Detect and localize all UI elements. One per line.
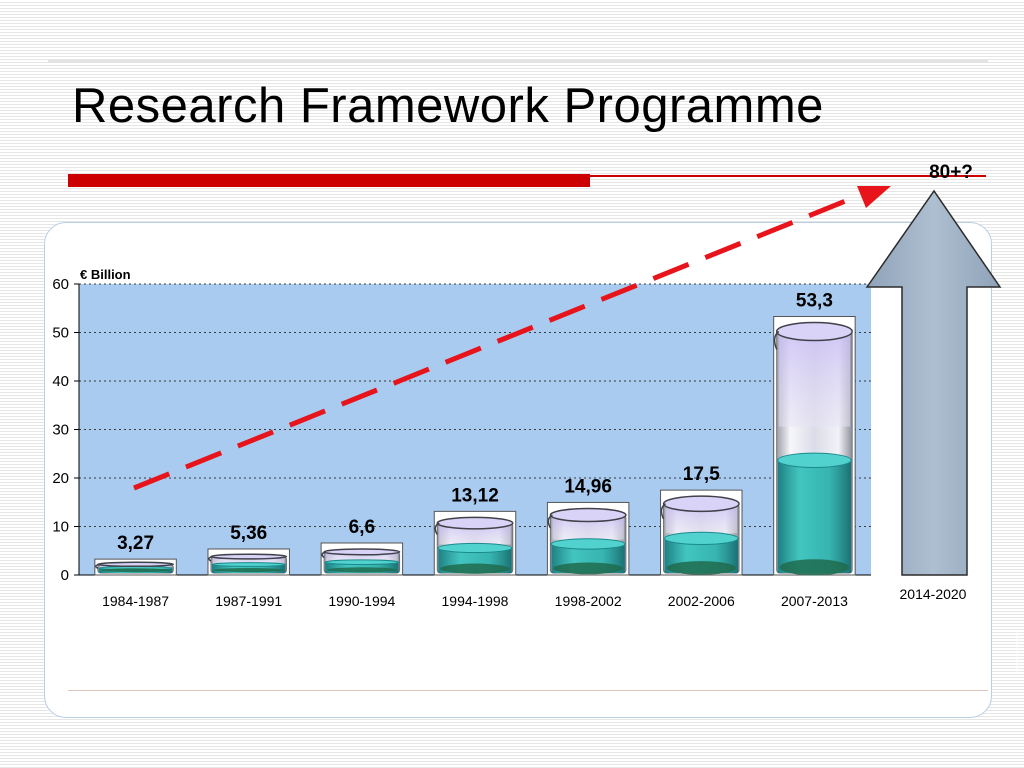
beaker-tint — [212, 556, 285, 564]
beaker-rim — [210, 553, 288, 560]
beaker-spout — [434, 522, 440, 535]
bar — [660, 489, 743, 576]
beaker-rim — [775, 321, 853, 342]
beaker-bottom — [213, 567, 284, 573]
beaker-rim — [323, 548, 401, 556]
beaker-spout — [547, 514, 553, 529]
x-tick-label: 1987-1991 — [215, 593, 282, 609]
bar — [94, 558, 177, 576]
beaker-tint — [778, 331, 851, 427]
bar — [433, 510, 517, 576]
y-tick-label: 40 — [52, 373, 69, 390]
beaker-spout — [321, 551, 327, 559]
beaker-bottom — [327, 567, 397, 573]
value-label: 6,6 — [349, 517, 375, 538]
bar — [320, 542, 404, 576]
y-tick-label: 60 — [52, 276, 69, 293]
x-tick-label: 1998-2002 — [555, 593, 622, 609]
forecast-period-label: 2014-2020 — [900, 586, 967, 602]
liquid-surface — [550, 538, 626, 550]
beaker-spout — [660, 503, 667, 520]
liquid-surface — [437, 542, 513, 554]
y-tick-label: 20 — [52, 470, 69, 487]
bar — [207, 548, 290, 576]
value-label: 5,36 — [230, 523, 267, 544]
x-axis: 1984-1987 1987-1991 1990-1994 1994-1998 1998… — [102, 593, 848, 609]
bars — [94, 315, 856, 576]
x-tick-label: 1994-1998 — [442, 593, 509, 609]
beaker-spout — [208, 555, 214, 562]
value-label: 14,96 — [564, 476, 612, 497]
bracket-decoration — [956, 630, 1018, 674]
beaker-spout — [773, 330, 780, 350]
beaker-bottom — [100, 568, 171, 573]
x-tick-label: 1990-1994 — [328, 593, 395, 609]
beaker-spout — [95, 563, 100, 569]
y-axis: 0 10 20 30 40 50 60 — [52, 276, 79, 584]
value-labels: 3,27 5,36 6,6 13,12 14,96 17,5 53,3 — [117, 290, 833, 554]
beaker-bottom — [440, 563, 510, 574]
unit-label: € Billion — [80, 267, 131, 282]
title-underline-bar — [68, 174, 590, 187]
bar — [546, 501, 630, 576]
trend-arrow-head — [857, 186, 891, 208]
value-label: 53,3 — [796, 290, 833, 311]
y-tick-label: 10 — [52, 519, 69, 536]
x-tick-label: 1984-1987 — [102, 593, 169, 609]
beaker-rim — [549, 507, 627, 523]
beaker-rim — [97, 561, 175, 568]
y-tick-label: 50 — [52, 325, 69, 342]
value-label: 17,5 — [683, 464, 720, 485]
beaker-liquid — [777, 460, 852, 573]
x-tick-label: 2007-2013 — [781, 593, 848, 609]
bar — [773, 315, 856, 576]
bottom-rule — [68, 690, 988, 691]
y-tick-label: 30 — [52, 422, 69, 439]
liquid-surface — [211, 562, 286, 567]
slide-title: Research Framework Programme — [72, 79, 824, 133]
beaker-rim — [662, 495, 740, 513]
beaker-tint — [326, 551, 398, 561]
liquid-surface — [324, 559, 400, 566]
beaker-bottom — [779, 559, 850, 576]
title-underline-line — [590, 175, 986, 177]
forecast-value-label: 80+? — [929, 162, 973, 183]
top-rule — [48, 60, 988, 63]
beaker-bottom — [553, 562, 623, 575]
trend-arrow-line — [133, 193, 859, 491]
value-label: 13,12 — [451, 485, 499, 506]
liquid-surface — [664, 531, 739, 546]
liquid-surface — [777, 452, 852, 468]
beaker-rim — [436, 516, 514, 530]
x-tick-label: 2002-2006 — [668, 593, 735, 609]
y-tick-label: 0 — [61, 567, 69, 584]
beaker-bottom — [666, 561, 737, 575]
value-label: 3,27 — [117, 533, 154, 554]
forecast-arrow — [865, 189, 1002, 576]
